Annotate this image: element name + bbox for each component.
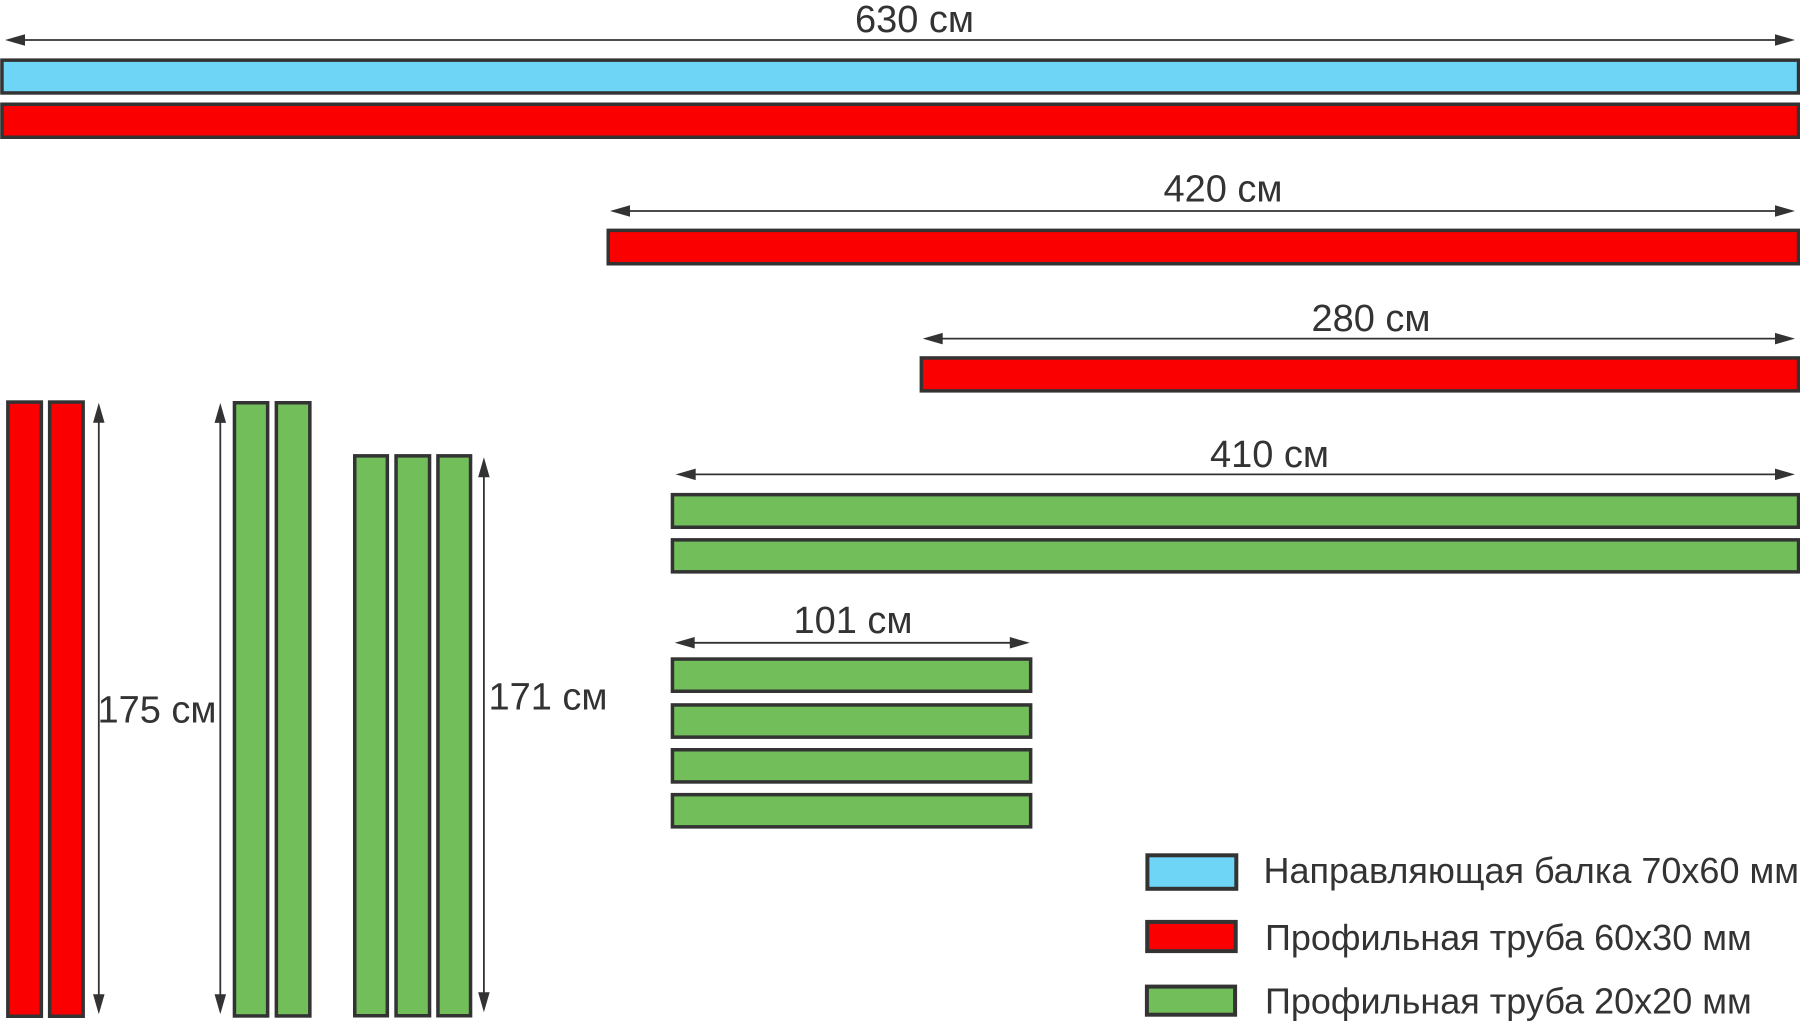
svg-text:Направляющая балка 70х60 мм: Направляющая балка 70х60 мм — [1264, 850, 1799, 891]
svg-text:101 см: 101 см — [793, 600, 912, 642]
svg-text:410 см: 410 см — [1210, 434, 1329, 476]
svg-text:280 см: 280 см — [1311, 298, 1430, 340]
svg-text:175 см: 175 см — [97, 690, 216, 732]
svg-text:630 см: 630 см — [855, 0, 974, 41]
svg-text:171 см: 171 см — [488, 677, 607, 719]
svg-text:Профильная труба 20х20 мм: Профильная труба 20х20 мм — [1265, 980, 1752, 1021]
svg-text:Профильная труба 60х30 мм: Профильная труба 60х30 мм — [1265, 917, 1752, 958]
svg-text:420 см: 420 см — [1163, 168, 1282, 210]
